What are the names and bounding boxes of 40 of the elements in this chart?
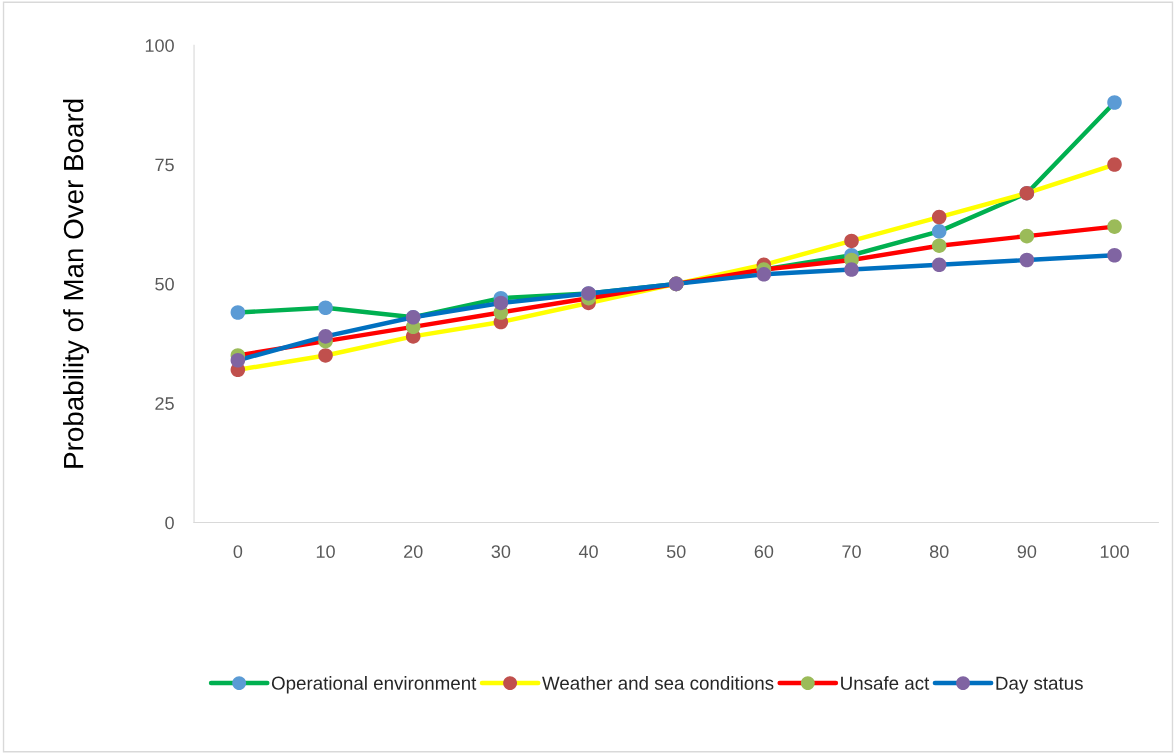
point: [931, 224, 947, 239]
legend-label: Weather and sea conditions: [542, 676, 774, 690]
point: [1107, 247, 1122, 263]
y-tick-label: 0: [165, 516, 174, 530]
point: [318, 329, 333, 344]
point: [1107, 95, 1122, 110]
point: [844, 233, 859, 249]
point: [318, 348, 333, 363]
y-tick-label: 25: [155, 397, 174, 410]
point: [931, 209, 947, 225]
point: [1107, 219, 1122, 234]
point: [756, 267, 772, 282]
point: [493, 295, 509, 311]
point: [931, 238, 947, 253]
x-tick-label: 80: [929, 545, 949, 559]
x-tick-label: 10: [316, 545, 335, 559]
x-tick-label: 0: [233, 545, 243, 559]
point: [844, 262, 859, 277]
point: [1019, 252, 1035, 268]
point: [230, 305, 246, 320]
x-tick-label: 90: [1017, 545, 1037, 559]
x-tick-label: 20: [404, 545, 423, 559]
y-tick-label: 75: [155, 158, 174, 172]
point: [1019, 228, 1035, 244]
y-tick-label: 50: [155, 277, 174, 291]
legend-label: Operational environment: [271, 676, 477, 694]
y-tick-label: 100: [145, 39, 174, 52]
legend-label: Day status: [996, 676, 1083, 694]
y-axis-title: Probability of Man Over Board: [63, 99, 89, 468]
legend-label: Unsafe act: [841, 676, 930, 690]
x-tick-label: 50: [666, 545, 686, 559]
point: [1107, 157, 1122, 172]
x-tick-label: 30: [491, 545, 511, 559]
x-tick-label: 60: [754, 545, 774, 559]
x-tick-label: 70: [842, 545, 861, 559]
point: [318, 300, 333, 316]
point: [931, 257, 947, 273]
x-tick-label: 100: [1100, 545, 1129, 559]
x-tick-label: 40: [578, 545, 598, 559]
point: [230, 352, 246, 368]
